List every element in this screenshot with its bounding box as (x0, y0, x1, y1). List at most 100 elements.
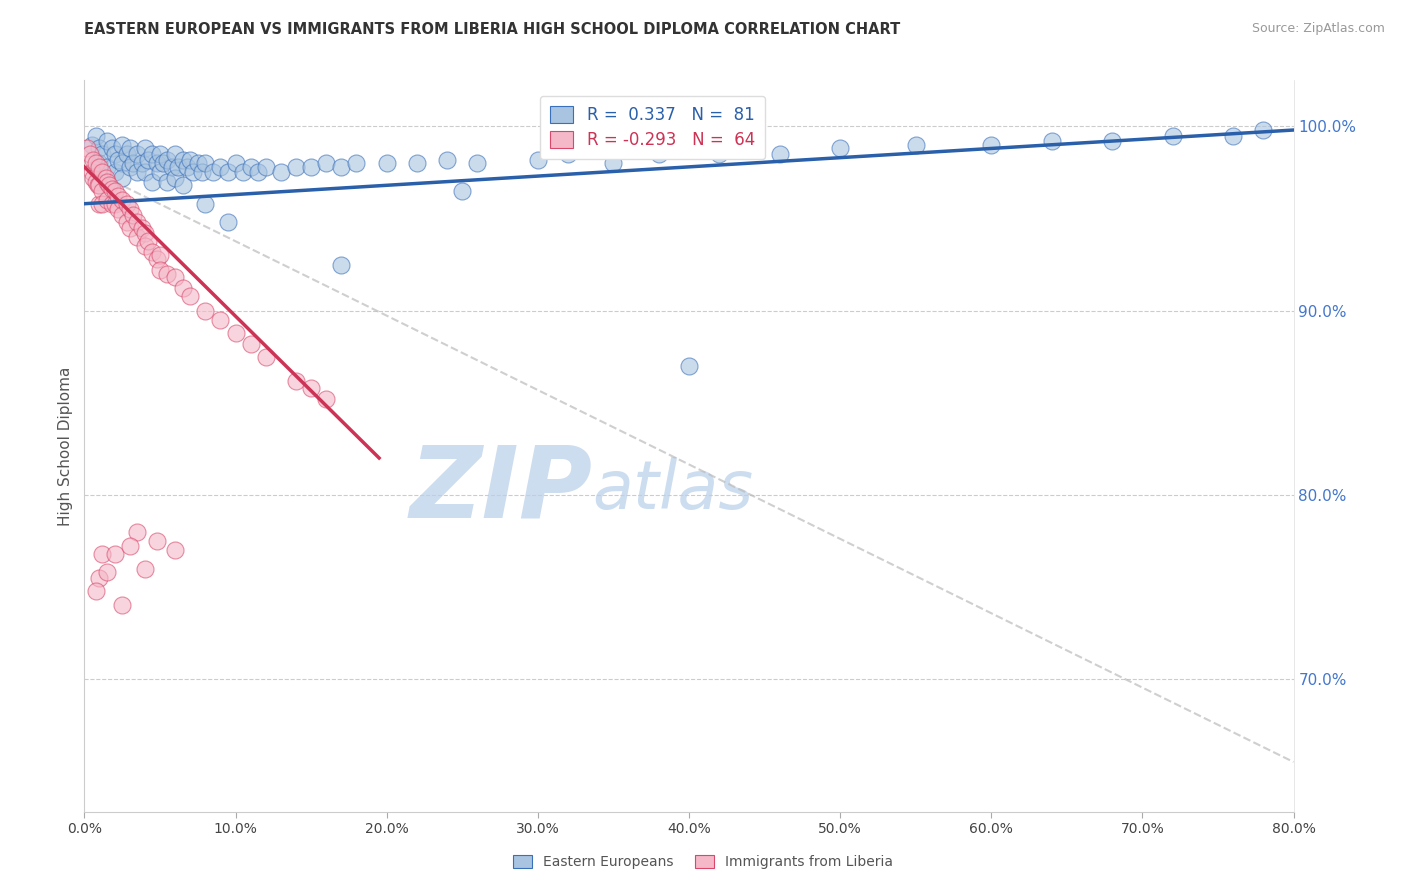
Legend: R =  0.337   N =  81, R = -0.293   N =  64: R = 0.337 N = 81, R = -0.293 N = 64 (540, 96, 765, 159)
Point (1040, 134, 1063, 148)
Point (136, 234, 159, 248)
Point (111, 193, 134, 207)
Point (187, 156, 209, 170)
Point (118, 540, 141, 554)
Point (104, 184, 127, 198)
Point (149, 165, 172, 179)
Point (165, 147, 187, 161)
Point (91, 547, 114, 561)
Point (134, 165, 156, 179)
Point (89, 196, 111, 211)
Point (194, 196, 217, 211)
Point (346, 156, 368, 170)
Point (254, 160, 277, 174)
Point (86, 156, 108, 170)
Point (127, 230, 149, 244)
Point (330, 160, 353, 174)
Point (91, 184, 114, 198)
Point (254, 350, 277, 364)
Point (111, 170, 134, 185)
Point (156, 267, 179, 281)
Point (115, 196, 138, 211)
Point (165, 170, 187, 185)
Point (225, 326, 247, 340)
Point (436, 153, 458, 167)
Point (165, 270, 187, 285)
Point (146, 252, 169, 266)
Point (217, 165, 239, 179)
Point (1161, 128, 1184, 143)
Point (136, 153, 159, 167)
Point (299, 160, 322, 174)
Point (96, 134, 118, 148)
Point (118, 202, 141, 217)
Point (191, 165, 214, 179)
Point (89, 156, 111, 170)
Point (86, 128, 108, 143)
Point (134, 141, 156, 155)
Point (172, 153, 194, 167)
Point (107, 153, 129, 167)
Text: ZIP: ZIP (409, 442, 592, 539)
Point (1253, 123, 1275, 137)
Point (118, 160, 141, 174)
Point (285, 160, 308, 174)
Point (172, 178, 194, 193)
Point (141, 147, 163, 161)
Point (678, 359, 700, 373)
Point (107, 202, 129, 217)
Point (82, 170, 104, 185)
Point (146, 156, 169, 170)
Point (451, 184, 474, 198)
Point (209, 160, 232, 174)
Point (830, 141, 852, 155)
Point (179, 289, 201, 303)
Point (111, 137, 134, 152)
Point (557, 147, 579, 161)
Point (172, 281, 194, 295)
Point (118, 220, 141, 235)
Point (239, 336, 262, 351)
Point (79, 147, 101, 161)
Point (111, 599, 134, 613)
Point (96, 193, 118, 207)
Point (156, 175, 179, 189)
Point (121, 156, 143, 170)
Point (315, 156, 337, 170)
Point (602, 156, 624, 170)
Point (115, 147, 138, 161)
Point (134, 226, 156, 240)
Point (146, 533, 169, 548)
Point (209, 313, 232, 327)
Point (86, 175, 108, 189)
Point (1222, 128, 1244, 143)
Point (134, 561, 156, 575)
Text: Source: ZipAtlas.com: Source: ZipAtlas.com (1251, 22, 1385, 36)
Point (87, 178, 110, 193)
Point (104, 547, 127, 561)
Point (127, 165, 149, 179)
Point (89, 571, 111, 585)
Point (100, 196, 122, 211)
Point (201, 165, 224, 179)
Point (167, 160, 190, 174)
Point (141, 244, 163, 259)
Point (181, 165, 204, 179)
Point (104, 147, 127, 161)
Text: EASTERN EUROPEAN VS IMMIGRANTS FROM LIBERIA HIGH SCHOOL DIPLOMA CORRELATION CHAR: EASTERN EUROPEAN VS IMMIGRANTS FROM LIBE… (84, 22, 901, 37)
Point (149, 248, 172, 262)
Point (91, 165, 114, 179)
Point (239, 160, 262, 174)
Point (127, 524, 149, 539)
Point (121, 208, 143, 222)
Point (141, 175, 163, 189)
Point (194, 303, 217, 318)
Point (104, 165, 127, 179)
Point (406, 156, 429, 170)
Point (86, 583, 108, 598)
Point (100, 182, 122, 196)
Point (80, 165, 103, 179)
Point (131, 156, 153, 170)
Point (980, 137, 1002, 152)
Point (107, 189, 129, 203)
